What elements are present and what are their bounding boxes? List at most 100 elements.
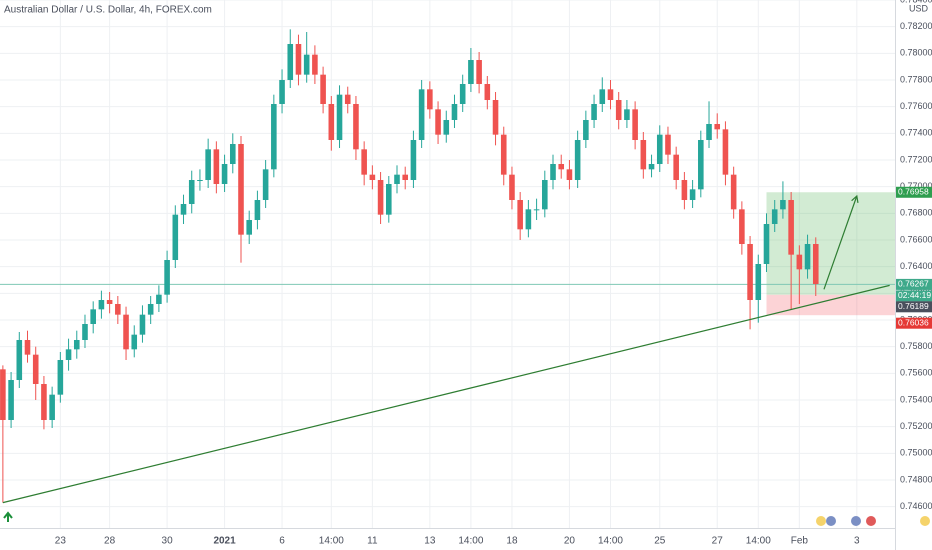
x-tick-label: 30	[162, 536, 174, 547]
candle-body	[377, 180, 384, 215]
candle-body	[139, 314, 146, 335]
y-tick-label: 0.75400	[900, 394, 932, 404]
y-tick-label: 0.75200	[900, 421, 932, 431]
y-tick-label: 0.74600	[900, 501, 932, 511]
target-zone	[766, 192, 895, 295]
candle-body	[591, 104, 597, 120]
candle-body	[312, 54, 318, 75]
candle-body	[164, 260, 170, 295]
target-label-bg	[896, 186, 932, 198]
y-tick-label: 0.75800	[900, 341, 932, 351]
candle-body	[599, 89, 606, 104]
candle-body	[246, 220, 252, 235]
stop-label-bg	[896, 317, 932, 329]
candle-body	[812, 244, 819, 284]
candle-body	[615, 100, 622, 120]
grid	[0, 0, 895, 528]
candle-body	[213, 149, 220, 184]
candle-body	[123, 314, 129, 350]
candle-body	[550, 164, 556, 180]
x-tick-label: 14:00	[598, 536, 623, 547]
y-tick-label: 0.78200	[900, 21, 932, 31]
candle-body	[533, 209, 540, 211]
candle-body	[763, 224, 770, 264]
overlay	[0, 192, 895, 316]
candle-body	[385, 184, 392, 215]
candle-body	[369, 174, 376, 180]
candle-body	[427, 89, 433, 110]
candle-body	[98, 300, 105, 310]
x-tick-label: 2021	[213, 536, 236, 547]
candle-body	[607, 89, 614, 100]
candle-body	[65, 349, 72, 360]
candle-body	[648, 164, 655, 170]
candle-body	[574, 140, 581, 180]
candle-body	[418, 89, 425, 140]
candles	[0, 29, 819, 503]
candle-body	[262, 169, 269, 200]
event-icon	[816, 516, 826, 526]
candle-body	[747, 244, 753, 300]
candle-body	[115, 304, 121, 315]
candle-body	[492, 100, 499, 135]
candle-body	[788, 200, 794, 255]
candle-body	[435, 109, 441, 135]
arrow-head	[851, 194, 859, 204]
candle-body	[238, 144, 244, 235]
entry-label: 0.76189	[898, 301, 929, 311]
x-tick-label: 28	[104, 536, 116, 547]
candle-body	[476, 60, 482, 84]
y-tick-label: 0.77400	[900, 128, 932, 138]
y-tick-label: 0.75600	[900, 368, 932, 378]
candle-body	[583, 120, 589, 140]
candle-body	[41, 384, 47, 420]
candle-body	[558, 164, 565, 170]
candle-body	[106, 300, 113, 304]
time-axis	[0, 528, 895, 550]
candle-body	[147, 304, 154, 315]
x-tick-label: 27	[712, 536, 724, 547]
candle-body	[229, 144, 236, 164]
event-icon	[826, 516, 836, 526]
candle-body	[484, 84, 491, 100]
last-price-label-bg	[896, 278, 932, 290]
candle-body	[16, 340, 23, 380]
x-tick-label: 18	[506, 536, 518, 547]
candle-body	[205, 149, 211, 180]
x-tick-label: 11	[367, 536, 378, 547]
y-tick-label: 0.76400	[900, 261, 932, 271]
event-icon	[851, 516, 861, 526]
projection-arrow	[823, 195, 858, 290]
candle-body	[24, 340, 31, 355]
candle-body	[131, 334, 138, 350]
candle-body	[624, 109, 630, 120]
axis-labels: 0.78400 0.78200 0.78000 0.77800 0.77600 0.774…	[55, 0, 932, 547]
y-tick-label: 0.77800	[900, 74, 932, 84]
candle-body	[632, 109, 638, 140]
event-icon	[920, 516, 930, 526]
candle-body	[394, 174, 400, 184]
candle-body	[566, 169, 573, 180]
candle-body	[295, 44, 302, 75]
candle-body	[730, 174, 737, 210]
candle-body	[57, 360, 64, 395]
x-tick-label: 6	[279, 536, 285, 547]
candle-body	[49, 394, 55, 420]
candle-body	[402, 174, 409, 180]
candle-body	[0, 369, 6, 420]
candle-body	[722, 129, 729, 175]
stop-zone	[766, 294, 895, 316]
x-tick-label: 20	[564, 536, 576, 547]
candle-body	[156, 294, 162, 304]
candle-body	[172, 214, 179, 260]
candle-body	[188, 180, 195, 204]
y-unit: USD	[909, 3, 929, 13]
candle-body	[542, 180, 548, 210]
candle-body	[303, 54, 310, 75]
x-tick-label: 14:00	[458, 536, 483, 547]
candle-body	[706, 124, 712, 140]
y-tick-label: 0.77000	[900, 181, 932, 191]
candle-body	[689, 189, 696, 200]
candle-body	[525, 209, 532, 230]
